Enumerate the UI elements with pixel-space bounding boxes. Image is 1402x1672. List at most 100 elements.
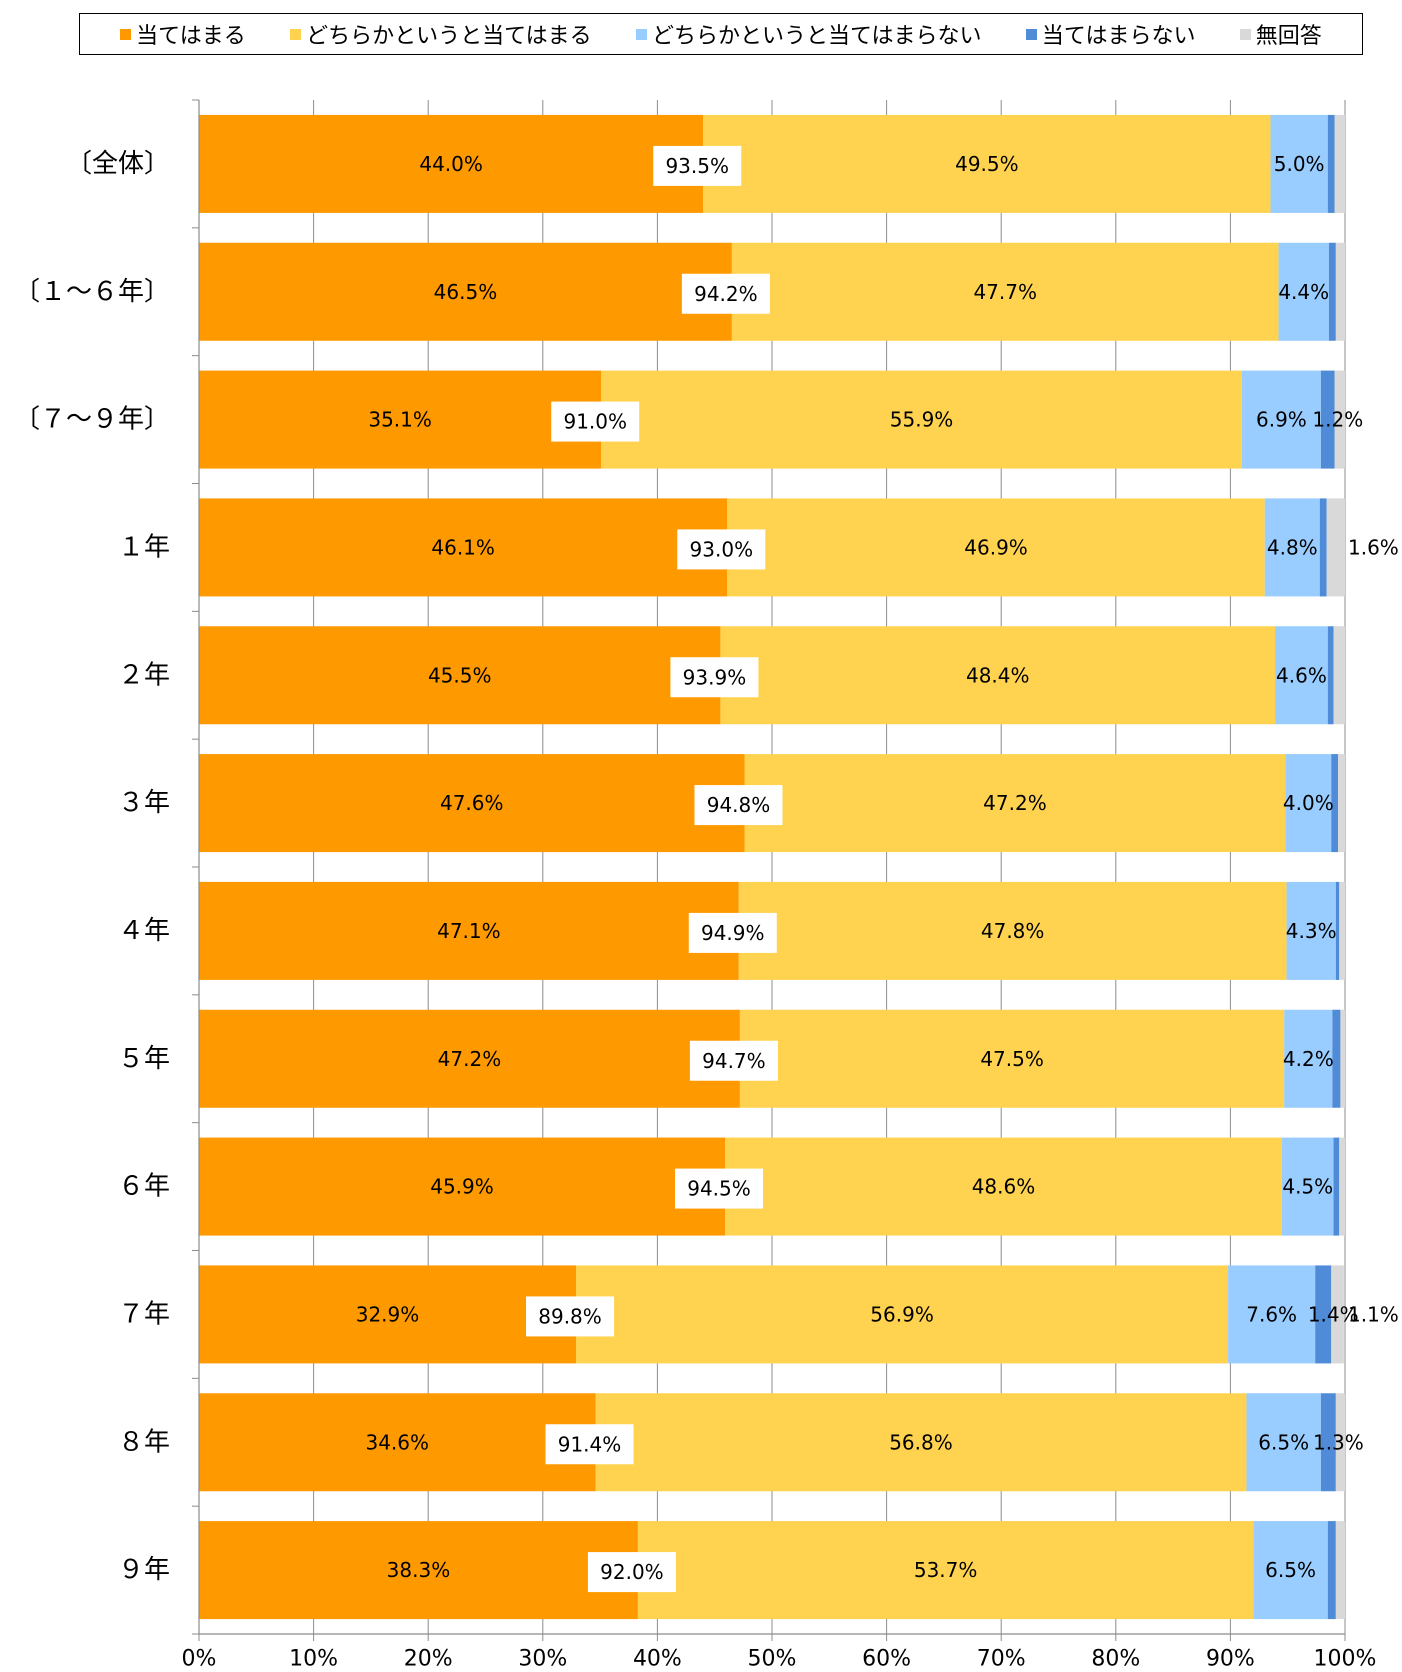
bar-1-series-1	[731, 242, 1279, 341]
x-tick-label-9: 90%	[1206, 1647, 1255, 1672]
data-label-8-1: 48.6%	[972, 1175, 1036, 1199]
legend-swatch-2	[635, 28, 647, 40]
total-label-2: 91.0%	[563, 410, 627, 434]
x-tick-label-0: 0%	[182, 1647, 217, 1672]
bar-6-series-3	[1335, 881, 1340, 980]
category-label-9: ７年	[118, 1299, 170, 1329]
total-label-7: 94.7%	[702, 1049, 766, 1073]
data-label-8-2: 4.5%	[1282, 1175, 1333, 1199]
x-tick-label-1: 10%	[289, 1647, 338, 1672]
data-label-6-1: 47.8%	[981, 919, 1045, 943]
category-label-4: ２年	[118, 660, 170, 690]
bar-2-series-2	[1241, 370, 1321, 469]
bar-4-series-0	[199, 626, 721, 725]
bar-9-series-1	[576, 1265, 1229, 1364]
bar-8-series-2	[1281, 1137, 1334, 1236]
data-label-4-1: 48.4%	[966, 663, 1030, 687]
data-label-0-1: 49.5%	[955, 152, 1019, 176]
bar-5-series-1	[744, 754, 1286, 853]
data-label-2-0: 35.1%	[368, 408, 432, 432]
total-label-10: 91.4%	[558, 1432, 622, 1456]
bar-0-series-3	[1327, 114, 1335, 213]
bar-8-series-0	[199, 1137, 726, 1236]
bar-7-series-3	[1332, 1009, 1341, 1108]
data-label-9-0: 32.9%	[356, 1302, 420, 1326]
bar-11-series-1	[637, 1521, 1254, 1620]
bar-6-series-1	[738, 881, 1287, 980]
data-label-7-0: 47.2%	[438, 1047, 502, 1071]
bar-4-series-4	[1333, 626, 1345, 725]
x-tick-label-6: 60%	[862, 1647, 911, 1672]
bar-9-series-3	[1315, 1265, 1332, 1364]
legend-swatch-3	[1025, 28, 1037, 40]
bar-7-series-1	[739, 1009, 1285, 1108]
bar-9-series-4	[1331, 1265, 1344, 1364]
bar-11-series-2	[1253, 1521, 1328, 1620]
legend-label-1: どちらかというと当てはまる	[306, 24, 592, 49]
category-label-8: ６年	[118, 1172, 170, 1202]
data-label-10-1: 56.8%	[889, 1430, 953, 1454]
bar-1-series-4	[1335, 242, 1345, 341]
total-label-box-5	[694, 785, 783, 826]
bar-5-series-2	[1285, 754, 1332, 853]
legend-label-4: 無回答	[1255, 24, 1322, 49]
legend-label-3: 当てはまらない	[1041, 24, 1196, 49]
data-label-0-0: 44.0%	[419, 152, 483, 176]
total-label-box-1	[681, 273, 770, 314]
bar-10-series-4	[1335, 1393, 1345, 1492]
data-label-3-2: 4.8%	[1267, 535, 1318, 559]
legend-item-1: どちらかというと当てはまる	[290, 18, 592, 50]
bar-6-series-0	[199, 881, 739, 980]
category-label-6: ４年	[118, 916, 170, 946]
data-label-6-0: 47.1%	[437, 919, 501, 943]
data-label-11-0: 38.3%	[387, 1558, 451, 1582]
x-tick-label-2: 20%	[404, 1647, 453, 1672]
bar-4-series-3	[1327, 626, 1334, 725]
bar-6-series-4	[1339, 881, 1345, 980]
bar-3-series-2	[1264, 498, 1320, 597]
bar-9-series-0	[199, 1265, 577, 1364]
category-label-10: ８年	[118, 1427, 170, 1457]
data-label-7-1: 47.5%	[980, 1047, 1044, 1071]
bar-0-series-4	[1334, 114, 1345, 213]
bar-3-series-4	[1326, 498, 1345, 597]
data-label-5-0: 47.6%	[440, 791, 504, 815]
total-label-11: 92.0%	[600, 1560, 664, 1584]
bar-5-series-0	[199, 754, 745, 853]
data-label-2-1: 55.9%	[890, 408, 954, 432]
total-label-box-11	[587, 1552, 676, 1593]
total-label-box-10	[545, 1424, 634, 1465]
legend-label-2: どちらかというと当てはまらない	[651, 24, 982, 49]
bar-3-series-3	[1319, 498, 1327, 597]
bar-1-series-0	[199, 242, 732, 341]
legend-item-3: 当てはまらない	[1025, 18, 1196, 50]
data-label-1-0: 46.5%	[434, 280, 498, 304]
bar-4-series-2	[1275, 626, 1328, 725]
bar-3-series-0	[199, 498, 728, 597]
data-label-1-1: 47.7%	[973, 280, 1037, 304]
total-label-box-4	[670, 657, 759, 698]
bar-8-series-4	[1339, 1137, 1345, 1236]
bar-0-series-2	[1270, 114, 1328, 213]
legend-item-4: 無回答	[1239, 18, 1322, 50]
bar-1-series-2	[1278, 242, 1329, 341]
bar-2-series-4	[1334, 370, 1345, 469]
category-label-2: 〔７～９年〕	[14, 405, 170, 435]
bar-0-series-1	[703, 114, 1271, 213]
category-label-3: １年	[118, 532, 170, 562]
data-label-10-2: 6.5%	[1258, 1430, 1309, 1454]
data-label-3-4: 1.6%	[1348, 535, 1399, 559]
bar-5-series-4	[1338, 754, 1345, 853]
data-label-2-3: 1.2%	[1312, 408, 1363, 432]
bar-2-series-3	[1320, 370, 1335, 469]
total-label-6: 94.9%	[701, 921, 765, 945]
legend-swatch-0	[120, 28, 132, 40]
data-label-0-2: 5.0%	[1274, 152, 1325, 176]
legend-swatch-1	[290, 28, 302, 40]
data-label-6-2: 4.3%	[1286, 919, 1337, 943]
legend-swatch-4	[1239, 28, 1251, 40]
bar-7-series-4	[1340, 1009, 1345, 1108]
total-label-box-3	[677, 529, 766, 570]
